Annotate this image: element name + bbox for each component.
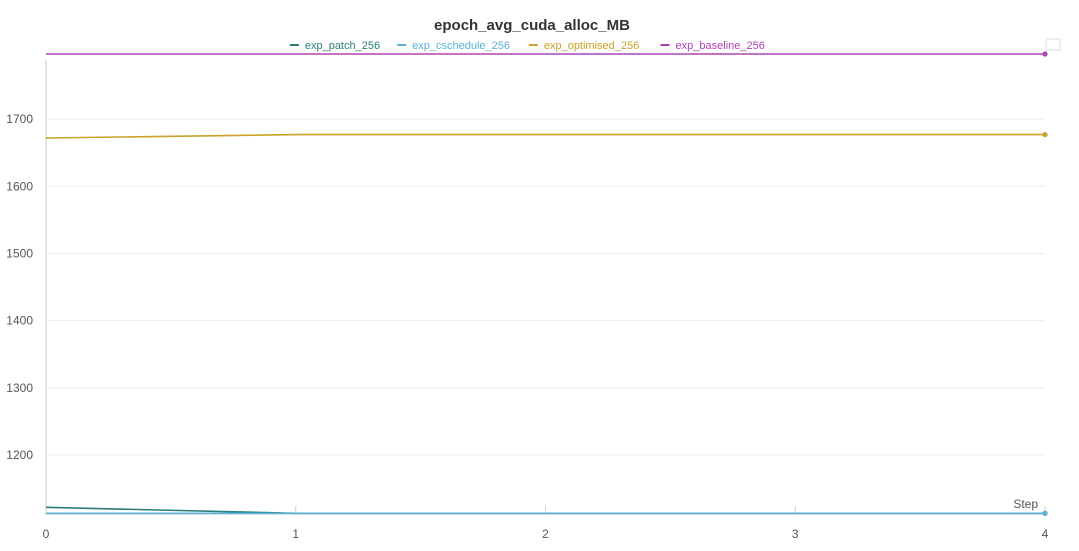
series-line-exp_optimised_256 [45,133,1045,139]
legend-item-exp_cschedule_256[interactable]: exp_cschedule_256 [397,40,510,52]
legend-label: exp_patch_256 [305,40,380,52]
axes [45,60,1046,515]
y-tick-label: 1500 [6,246,33,260]
series-lines [45,53,1045,515]
x-tick-label: 2 [542,527,549,541]
legend-item-exp_optimised_256[interactable]: exp_optimised_256 [528,40,639,52]
tick-labels: 1200 1300 1400 1500 1600 1700 0 1 2 3 4 [6,112,1048,541]
series-endpoint-exp_baseline_256 [1042,51,1048,57]
y-tick-label: 1200 [6,448,33,462]
y-tick-label: 1300 [6,381,33,395]
legend-item-exp_patch_256[interactable]: exp_patch_256 [289,40,380,52]
legend[interactable]: exp_patch_256 exp_cschedule_256 exp_optimi… [289,40,765,52]
series-endpoint-exp_cschedule_256 [1042,510,1048,516]
series-points [1042,51,1048,516]
legend-label: exp_cschedule_256 [412,40,510,52]
y-tick-label: 1700 [6,112,33,126]
x-axis-title: Step [1013,497,1038,511]
legend-label: exp_baseline_256 [676,40,765,52]
gridlines [46,118,1045,456]
chart-options-icon[interactable] [1045,38,1061,51]
legend-item-exp_baseline_256[interactable]: exp_baseline_256 [660,40,765,52]
legend-label: exp_optimised_256 [544,40,639,52]
chart-title: epoch_avg_cuda_alloc_MB [434,17,630,34]
x-tick-label: 4 [1042,527,1049,541]
series-endpoint-exp_optimised_256 [1042,131,1048,138]
x-tick-label: 1 [292,527,299,541]
y-tick-label: 1600 [6,179,33,193]
x-tick-label: 0 [43,527,50,541]
x-tick-label: 3 [792,527,799,541]
y-tick-label: 1400 [6,314,33,328]
